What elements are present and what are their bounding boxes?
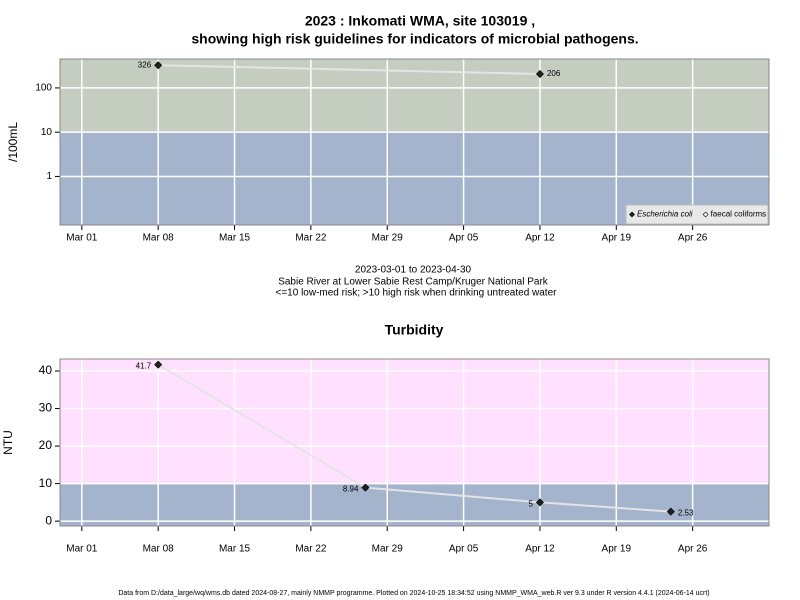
x-tick-label: Mar 29 <box>372 233 404 244</box>
data-label: 5 <box>528 499 533 508</box>
band-high <box>60 359 769 484</box>
legend-marker <box>629 211 635 218</box>
legend-marker <box>702 211 709 218</box>
data-label: 8.94 <box>343 485 359 494</box>
data-point <box>154 360 163 369</box>
x-tick-label: Apr 05 <box>449 544 479 555</box>
data-point <box>666 507 675 516</box>
series-line <box>158 64 540 76</box>
x-tick-label: Mar 08 <box>143 233 175 244</box>
y-tick-label: 10 <box>41 127 53 138</box>
x-tick-label: Mar 29 <box>372 544 404 555</box>
y-tick-label: 40 <box>39 363 53 377</box>
x-tick-label: Mar 15 <box>219 544 251 555</box>
data-label: 206 <box>547 69 561 78</box>
legend-box <box>625 204 769 225</box>
chart-title: 2023 : Inkomati WMA, site 103019 , <box>305 13 535 29</box>
x-tick-label: Apr 19 <box>602 233 632 244</box>
plot-frame <box>59 58 770 226</box>
x-tick-label: Mar 01 <box>66 233 98 244</box>
legend-label: faecal coliforms <box>711 210 767 219</box>
x-tick-label: Mar 22 <box>295 233 327 244</box>
x-tick-label: Apr 05 <box>449 233 479 244</box>
y-axis-label: NTU <box>1 430 15 455</box>
data-point <box>361 483 370 492</box>
x-tick-label: Mar 01 <box>66 544 98 555</box>
band-high <box>60 59 769 133</box>
chart-title: Turbidity <box>385 322 444 338</box>
y-tick-label: 100 <box>35 83 52 94</box>
plot-frame <box>59 358 770 527</box>
x-tick-label: Apr 19 <box>602 544 632 555</box>
x-tick-label: Apr 26 <box>678 544 708 555</box>
legend-label: Escherichia coli <box>637 210 693 219</box>
annotation: Sabie River at Lower Sabie Rest Camp/Kru… <box>278 277 549 288</box>
y-tick-label: 0 <box>45 513 52 527</box>
x-tick-label: Mar 15 <box>219 233 251 244</box>
x-tick-label: Apr 26 <box>678 233 708 244</box>
data-label: 326 <box>138 60 152 69</box>
x-tick-label: Mar 22 <box>295 544 327 555</box>
y-tick-label: 1 <box>46 171 52 182</box>
data-label: 41.7 <box>136 362 152 371</box>
y-axis-label: /100mL <box>6 122 20 162</box>
y-tick-label: 20 <box>39 438 53 452</box>
data-point <box>535 70 544 79</box>
y-tick-label: 10 <box>39 476 53 490</box>
series-line <box>157 363 671 513</box>
x-tick-label: Apr 12 <box>525 544 555 555</box>
band-low <box>60 483 769 526</box>
data-label: 2.53 <box>678 509 694 518</box>
annotation: <=10 low-med risk; >10 high risk when dr… <box>276 288 558 299</box>
data-point <box>154 61 163 70</box>
y-tick-label: 30 <box>39 401 53 415</box>
footer: Data from D:/data_large/wq/wms.db dated … <box>118 590 709 597</box>
chart-title: showing high risk guidelines for indicat… <box>191 31 638 47</box>
data-point <box>535 498 544 507</box>
annotation: 2023-03-01 to 2023-04-30 <box>355 265 472 276</box>
x-tick-label: Mar 08 <box>143 544 175 555</box>
x-tick-label: Apr 12 <box>525 233 555 244</box>
